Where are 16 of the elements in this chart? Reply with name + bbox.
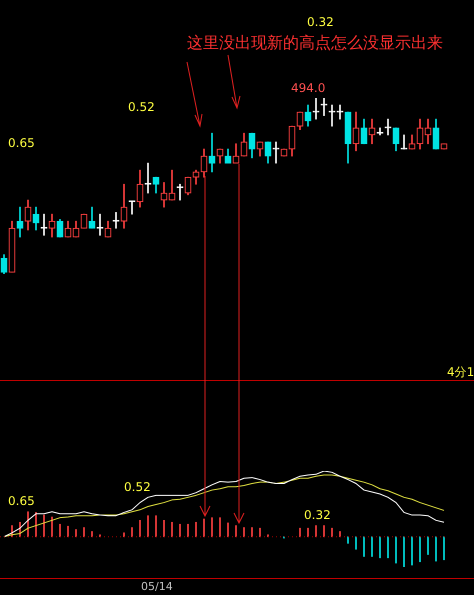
candlestick <box>208 132 216 172</box>
text: 这里没出现新的高点怎么没显示出来 <box>187 33 443 52</box>
text: 0.32 <box>307 15 334 29</box>
text: 494.0 <box>291 81 326 95</box>
annotation: 0.52 <box>124 480 151 494</box>
text: 4分1 <box>447 365 474 379</box>
annotation: 0.52 <box>128 100 155 114</box>
candlestick <box>16 206 24 238</box>
candlestick <box>320 98 328 116</box>
text: 05/14 <box>141 580 173 593</box>
candlestick <box>400 134 408 150</box>
annotation: 0.65 <box>8 136 35 150</box>
candlestick <box>384 118 392 136</box>
annotation: 0.65 <box>8 494 35 508</box>
annotation: 0.32 <box>304 508 331 522</box>
candlestick <box>272 142 280 164</box>
